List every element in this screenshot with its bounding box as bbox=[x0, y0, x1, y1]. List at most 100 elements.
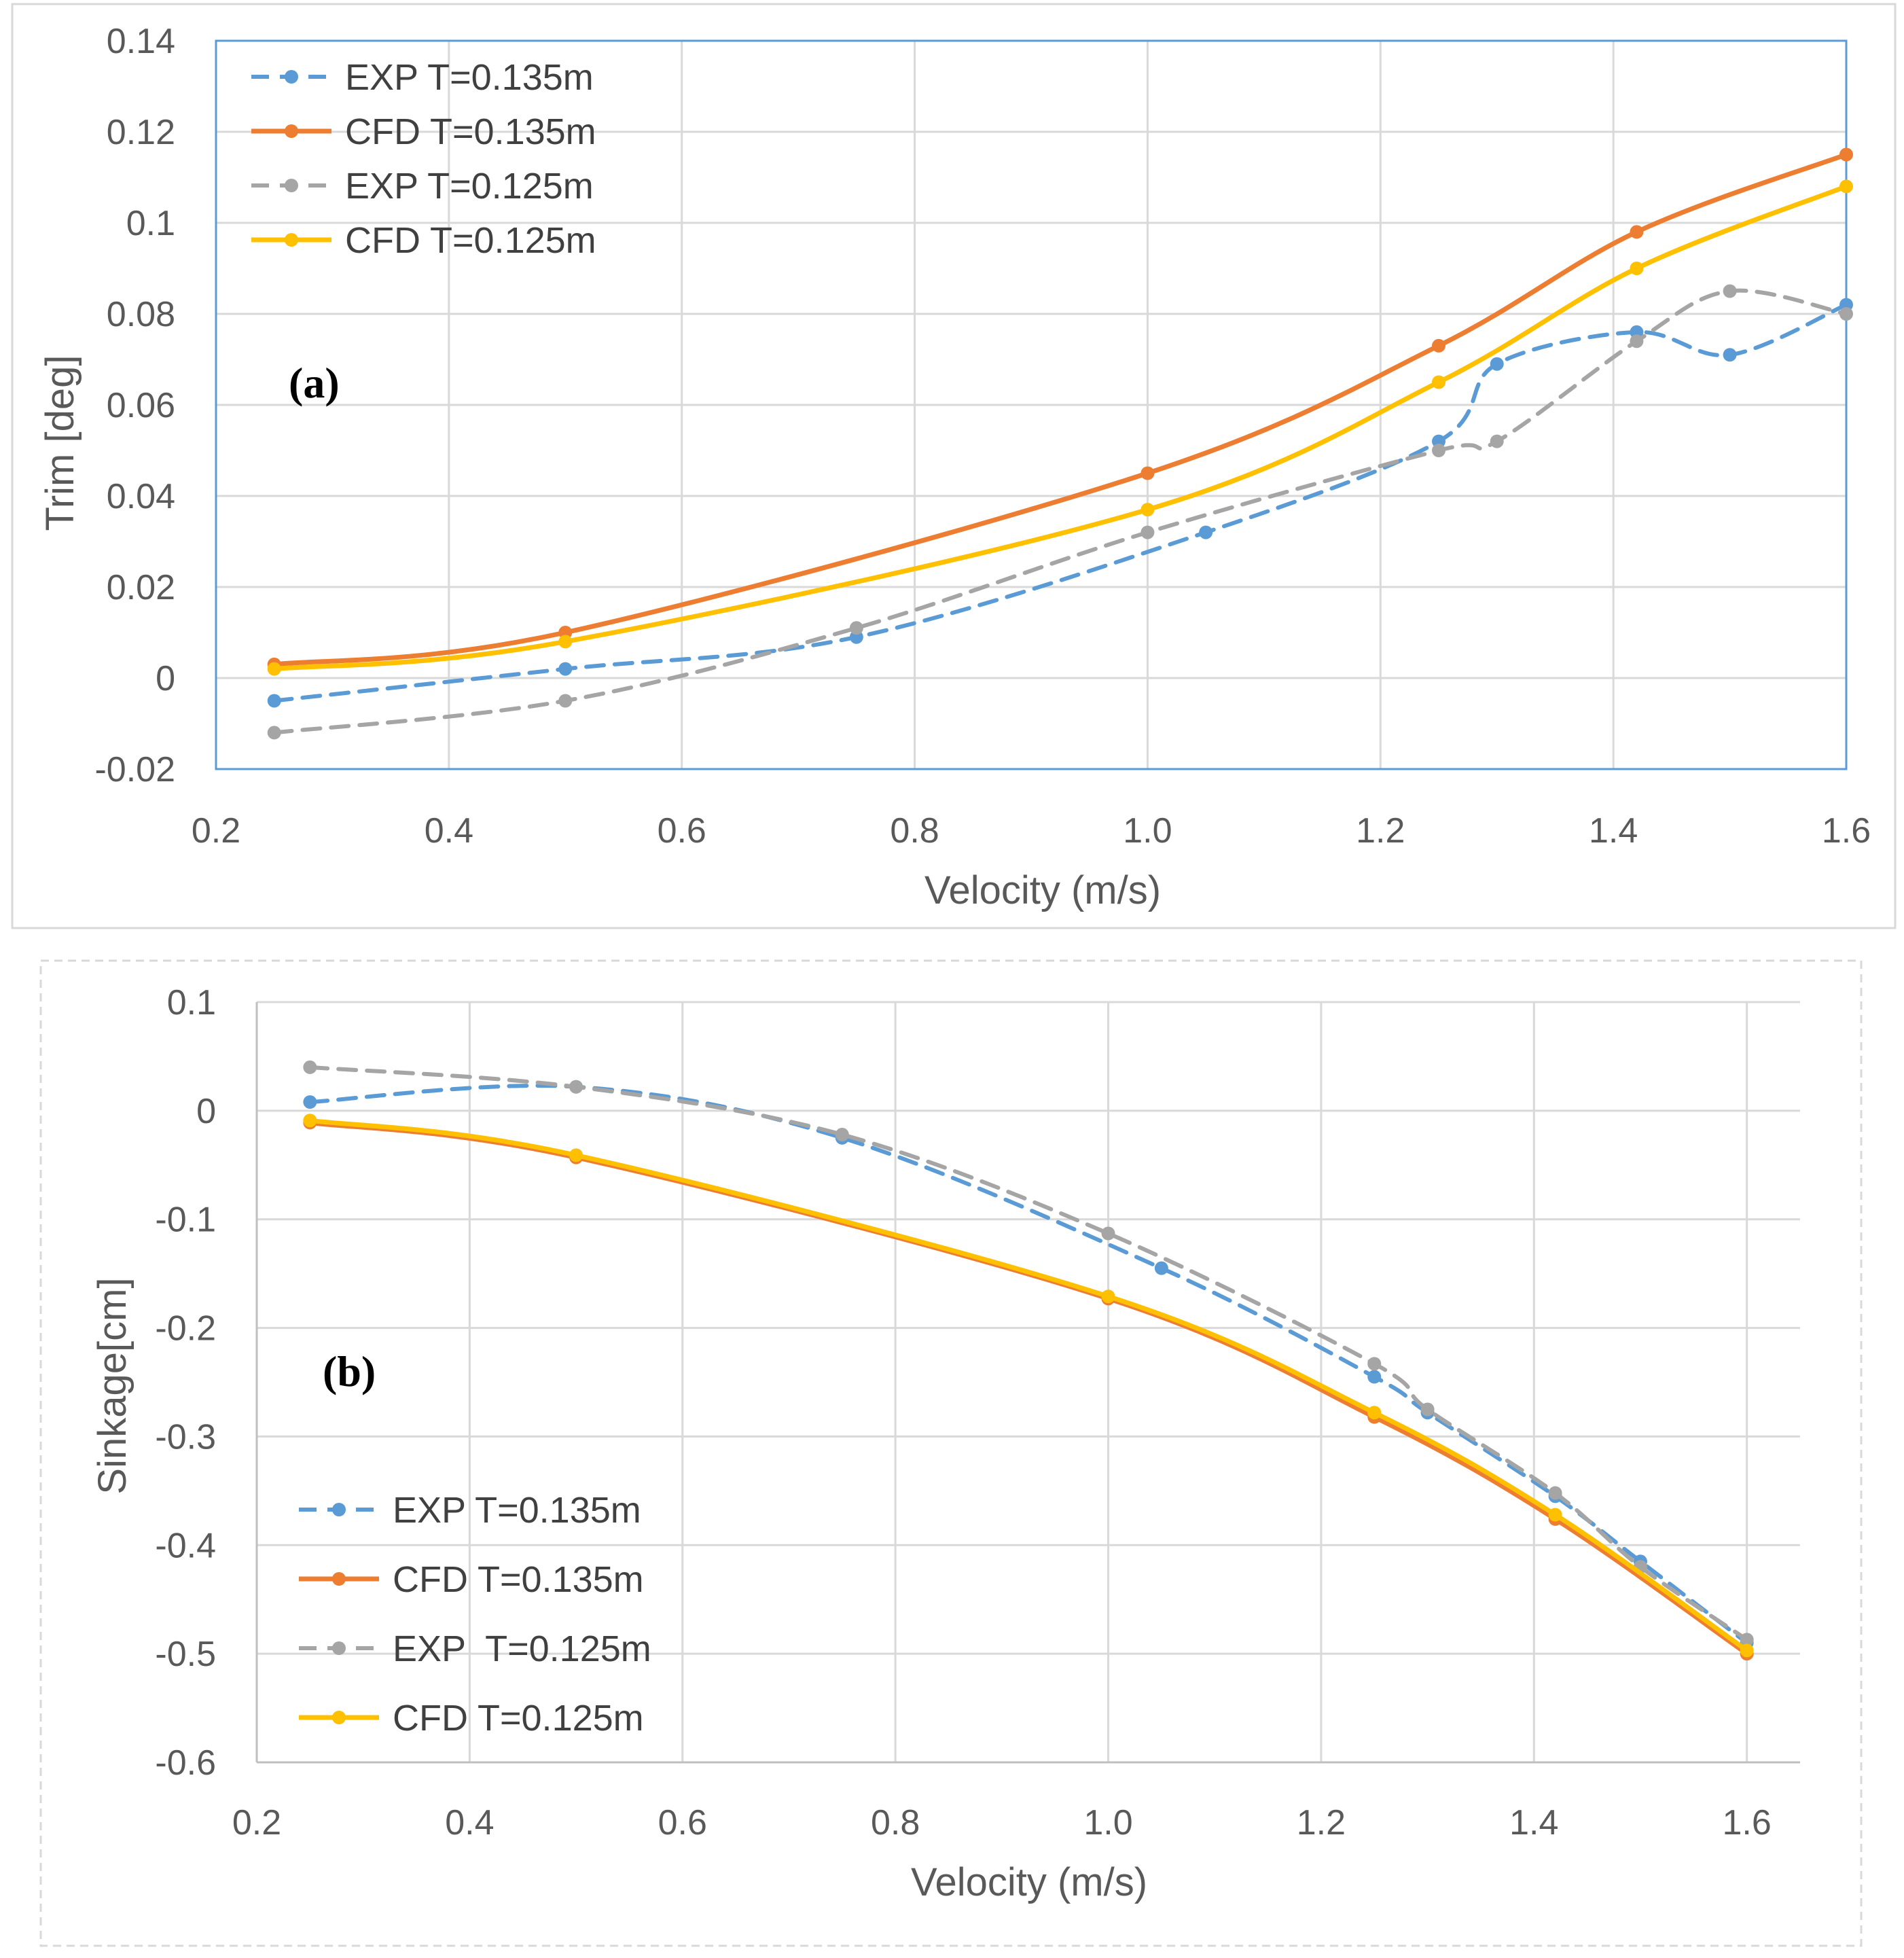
trim-data-point-cfd-t-0-125m bbox=[1140, 503, 1155, 517]
sinkage-legend: EXP T=0.135m CFD T=0.135m EXP T=0.125m CFD … bbox=[299, 1490, 651, 1739]
sinkage-y-tick-label: -0.3 bbox=[155, 1417, 216, 1457]
trim-x-tick-labels: 0.2 0.4 0.6 0.8 1.0 1.2 1.4 1.6 bbox=[192, 811, 1871, 851]
sinkage-x-tick-label: 1.2 bbox=[1297, 1803, 1346, 1843]
trim-data-point-cfd-t-0-135m bbox=[1432, 338, 1445, 353]
sinkage-data-point-exp-t-0-135m bbox=[1154, 1261, 1168, 1275]
trim-data-point-exp-t-0-125m bbox=[1432, 444, 1445, 457]
trim-y-tick-label: 0.04 bbox=[107, 477, 175, 516]
sinkage-chart-frame bbox=[39, 959, 1863, 1947]
trim-gridlines bbox=[215, 39, 1848, 770]
trim-series-line-exp-t-0-135m bbox=[272, 302, 1848, 703]
trim-data-point-exp-t-0-135m bbox=[1723, 348, 1737, 362]
sinkage-data-point-exp-t-0-125m bbox=[835, 1128, 849, 1142]
sinkage-y-tick-label: -0.6 bbox=[155, 1743, 216, 1783]
sinkage-series bbox=[303, 1060, 1754, 1661]
trim-legend: EXP T=0.135m CFD T=0.135m EXP T=0.125m CFD … bbox=[251, 57, 596, 261]
trim-data-point-cfd-t-0-125m bbox=[267, 662, 281, 676]
trim-y-tick-label: 0.12 bbox=[107, 113, 175, 152]
sinkage-data-point-cfd-t-0-125m bbox=[1101, 1289, 1115, 1304]
trim-legend-marker bbox=[285, 179, 298, 192]
sinkage-legend-label: EXP T=0.135m bbox=[393, 1490, 641, 1531]
trim-data-point-exp-t-0-135m bbox=[1490, 357, 1504, 371]
trim-x-tick-label: 1.6 bbox=[1822, 811, 1871, 851]
trim-x-tick-label: 0.4 bbox=[425, 811, 473, 851]
trim-plot-area bbox=[215, 39, 1848, 770]
trim-data-point-exp-t-0-125m bbox=[267, 726, 281, 740]
sinkage-x-tick-label: 0.6 bbox=[658, 1803, 707, 1843]
trim-data-point-cfd-t-0-135m bbox=[1839, 147, 1853, 162]
trim-data-point-cfd-t-0-125m bbox=[1839, 179, 1853, 194]
sinkage-axes bbox=[255, 1002, 1800, 1764]
trim-y-tick-label: 0 bbox=[156, 659, 175, 698]
trim-data-point-cfd-t-0-125m bbox=[558, 635, 573, 649]
sinkage-data-point-exp-t-0-125m bbox=[1367, 1357, 1382, 1371]
trim-data-point-exp-t-0-135m bbox=[558, 662, 573, 676]
sinkage-legend-label: EXP T=0.125m bbox=[393, 1628, 651, 1669]
sinkage-y-axis-title: Sinkage[cm] bbox=[90, 1277, 134, 1494]
trim-data-point-cfd-t-0-125m bbox=[1630, 262, 1644, 275]
trim-y-tick-label: 0.06 bbox=[107, 386, 175, 425]
sinkage-data-point-cfd-t-0-125m bbox=[569, 1148, 583, 1162]
trim-x-tick-label: 0.2 bbox=[192, 811, 240, 851]
sinkage-chart: -0.6-0.5-0.4-0.3-0.2-0.100.1 0.2 0.4 0.6 0.… bbox=[39, 959, 1863, 1947]
trim-series bbox=[267, 147, 1853, 740]
trim-data-point-exp-t-0-125m bbox=[1140, 525, 1155, 539]
sinkage-y-tick-label: -0.1 bbox=[155, 1200, 216, 1240]
trim-data-point-exp-t-0-125m bbox=[1839, 307, 1853, 321]
sinkage-y-tick-label: 0 bbox=[196, 1092, 216, 1131]
sinkage-data-point-exp-t-0-135m bbox=[303, 1095, 317, 1109]
sinkage-data-point-exp-t-0-125m bbox=[1420, 1402, 1435, 1417]
trim-legend-label: EXP T=0.135m bbox=[345, 57, 594, 98]
trim-y-tick-label: 0.1 bbox=[126, 204, 175, 243]
sinkage-x-tick-label: 0.2 bbox=[232, 1803, 281, 1843]
sinkage-y-tick-labels: -0.6 -0.5 -0.4 -0.3 -0.2 -0.1 0 0.1 bbox=[155, 983, 216, 1783]
trim-y-tick-label: -0.02 bbox=[94, 750, 175, 789]
trim-data-point-cfd-t-0-125m bbox=[1432, 375, 1445, 389]
sinkage-x-tick-label: 1.0 bbox=[1083, 1803, 1132, 1843]
sinkage-data-point-exp-t-0-125m bbox=[1740, 1633, 1754, 1647]
trim-legend-label: CFD T=0.135m bbox=[345, 111, 596, 152]
trim-data-point-exp-t-0-125m bbox=[558, 694, 573, 708]
sinkage-data-point-cfd-t-0-125m bbox=[303, 1114, 317, 1128]
sinkage-x-tick-label: 1.6 bbox=[1723, 1803, 1772, 1843]
trim-x-axis-title: Velocity (m/s) bbox=[924, 868, 1161, 912]
sinkage-data-point-exp-t-0-125m bbox=[1548, 1486, 1562, 1500]
sinkage-y-tick-label: -0.2 bbox=[155, 1309, 216, 1349]
trim-chart: -0.02 0 0.02 0.04 0.06 0.08 0.1 0.12 0.14 0.2 0.4… bbox=[11, 3, 1897, 929]
sinkage-data-point-exp-t-0-125m bbox=[569, 1080, 583, 1094]
trim-panel-label: (a) bbox=[289, 359, 340, 407]
sinkage-legend-marker bbox=[332, 1503, 346, 1516]
trim-x-tick-label: 1.0 bbox=[1123, 811, 1172, 851]
sinkage-y-tick-label: -0.5 bbox=[155, 1635, 216, 1674]
trim-y-tick-label: 0.02 bbox=[107, 568, 175, 607]
sinkage-legend-marker bbox=[332, 1711, 346, 1724]
trim-legend-marker bbox=[285, 124, 298, 138]
trim-legend-marker bbox=[285, 70, 298, 84]
trim-legend-marker bbox=[285, 233, 298, 247]
trim-data-point-exp-t-0-125m bbox=[849, 621, 863, 635]
trim-data-point-cfd-t-0-135m bbox=[1140, 466, 1155, 480]
trim-legend-label: CFD T=0.125m bbox=[345, 220, 596, 261]
trim-data-point-exp-t-0-135m bbox=[1199, 525, 1213, 539]
sinkage-x-tick-labels: 0.2 0.4 0.6 0.8 1.0 1.2 1.4 1.6 bbox=[232, 1803, 1772, 1843]
sinkage-data-point-exp-t-0-125m bbox=[1101, 1226, 1115, 1241]
sinkage-legend-marker bbox=[332, 1641, 346, 1655]
sinkage-x-tick-label: 0.4 bbox=[445, 1803, 494, 1843]
sinkage-legend-marker bbox=[332, 1572, 346, 1586]
trim-series-line-exp-t-0-125m bbox=[272, 288, 1848, 735]
sinkage-data-point-cfd-t-0-125m bbox=[1367, 1406, 1382, 1420]
trim-y-tick-label: 0.08 bbox=[107, 295, 175, 334]
trim-y-tick-labels: -0.02 0 0.02 0.04 0.06 0.08 0.1 0.12 0.14 bbox=[94, 22, 175, 789]
sinkage-data-point-exp-t-0-125m bbox=[303, 1060, 317, 1074]
sinkage-data-point-exp-t-0-135m bbox=[1367, 1370, 1382, 1384]
sinkage-x-tick-label: 1.4 bbox=[1509, 1803, 1558, 1843]
trim-data-point-exp-t-0-125m bbox=[1490, 434, 1504, 448]
trim-data-point-exp-t-0-125m bbox=[1630, 334, 1644, 349]
sinkage-legend-label: CFD T=0.125m bbox=[393, 1698, 644, 1739]
sinkage-panel-label: (b) bbox=[323, 1347, 376, 1395]
trim-x-tick-label: 0.6 bbox=[658, 811, 706, 851]
trim-data-point-exp-t-0-125m bbox=[1723, 284, 1737, 298]
trim-legend-label: EXP T=0.125m bbox=[345, 166, 594, 207]
trim-x-tick-label: 1.4 bbox=[1589, 811, 1638, 851]
